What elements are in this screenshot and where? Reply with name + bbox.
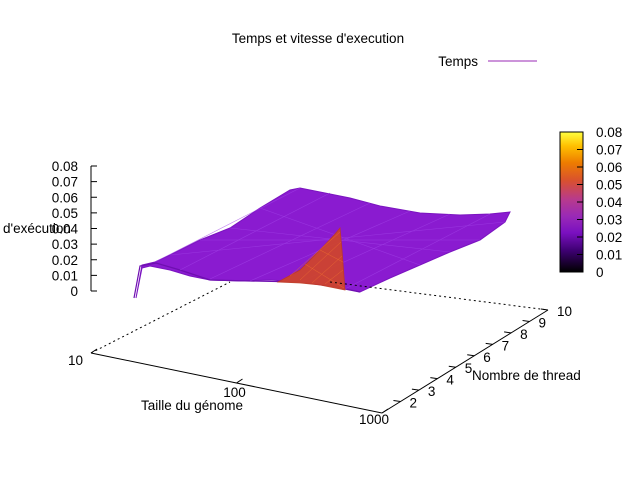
back-right-edge (329, 281, 549, 311)
y-tick-mark (504, 331, 512, 334)
colorbar-tick-label: 0.05 (596, 178, 622, 193)
y-tick-mark (522, 319, 530, 322)
colorbar-tick-label: 0.01 (596, 248, 622, 263)
z-tick-label: 0.02 (52, 253, 78, 268)
colorbar-tick-label: 0.04 (596, 195, 623, 210)
z-axis: 00.010.020.030.040.050.060.070.08 d'exéc… (3, 159, 97, 299)
y-tick-label: 4 (446, 373, 454, 388)
y-tick-mark (393, 400, 401, 403)
legend: Temps (438, 54, 537, 69)
surface (133, 187, 511, 299)
y-tick-label: 7 (502, 338, 510, 353)
x-tick-mark (236, 378, 243, 384)
surface-peak-mesh (289, 231, 345, 289)
colorbar-tick-label: 0.06 (596, 160, 622, 175)
x-tick-mark (90, 348, 98, 354)
y-tick-label: 3 (428, 384, 436, 399)
y-tick-mark (430, 377, 438, 380)
chart-title: Temps et vitesse d'execution (232, 31, 404, 46)
z-tick-label: 0.06 (52, 190, 78, 205)
y-tick-label: 6 (483, 350, 491, 365)
z-tick-label: 0.01 (52, 268, 78, 283)
y-tick-label: 2 (409, 396, 417, 411)
x-tick-label: 10 (68, 353, 83, 368)
y-tick-label: 10 (557, 304, 572, 319)
y-tick-mark (485, 342, 493, 345)
z-tick-label: 0 (70, 284, 78, 299)
y-tick-mark (411, 388, 419, 391)
colorbar-tick-label: 0.08 (596, 125, 622, 140)
colorbar-tick-label: 0.03 (596, 213, 622, 228)
z-tick-label: 0.03 (52, 237, 78, 252)
z-tick-label: 0.07 (52, 175, 78, 190)
y-tick-mark (540, 308, 549, 311)
x-tick-mark (381, 408, 389, 414)
colorbar-tick-label: 0.07 (596, 143, 622, 158)
x-tick-label: 1000 (359, 412, 389, 427)
y-axis-line (381, 309, 549, 414)
colorbar-tick-label: 0.02 (596, 230, 622, 245)
colorbar-tick-label: 0 (596, 265, 604, 280)
surface-peak (276, 227, 346, 291)
y-axis-label: Nombre de thread (472, 368, 581, 383)
y-tick-label: 8 (520, 327, 528, 342)
z-tick-label: 0.04 (52, 222, 79, 237)
z-tick-label: 0.05 (52, 206, 78, 221)
legend-label: Temps (438, 54, 478, 69)
back-left-edge (90, 281, 231, 354)
y-tick-mark (467, 354, 475, 357)
y-tick-label: 9 (539, 315, 547, 330)
y-tick-label: 5 (465, 361, 473, 376)
z-axis-label: d'exécution (3, 221, 71, 236)
colorbar: 0 0.01 0.02 0.03 0.04 0.05 0.06 0.07 0.08 (559, 125, 623, 280)
x-tick-label: 100 (223, 385, 246, 400)
x-axis-label: Taille du génome (141, 398, 243, 413)
y-tick-mark (448, 365, 456, 368)
z-tick-label: 0.08 (52, 159, 78, 174)
